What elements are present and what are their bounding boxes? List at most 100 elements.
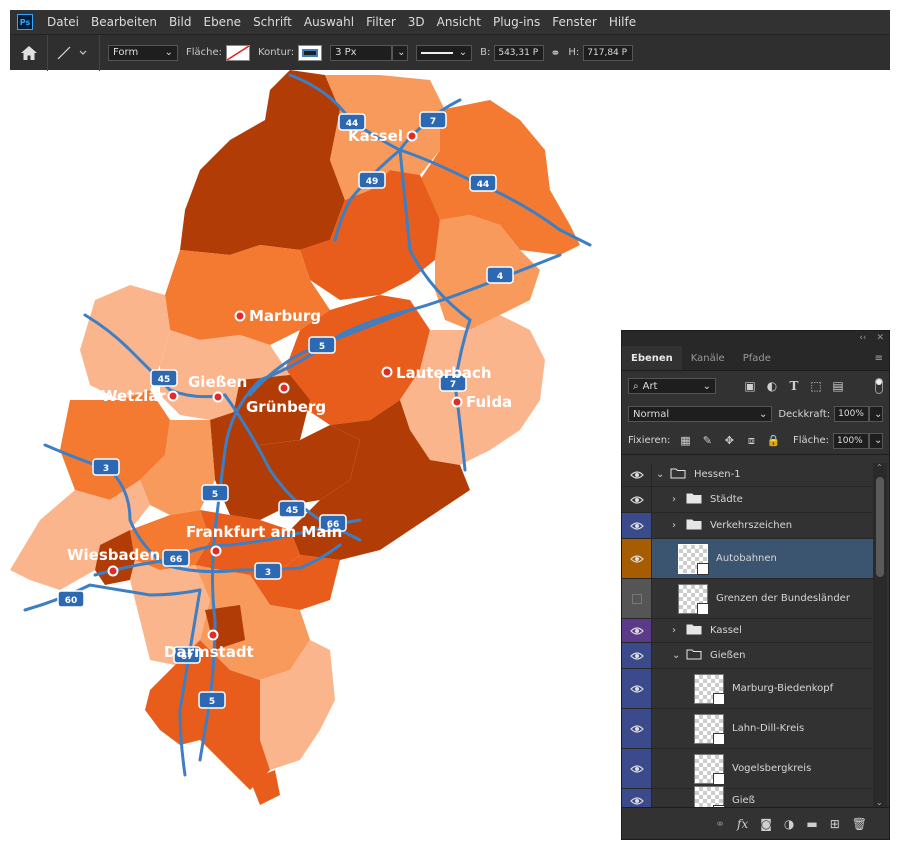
stroke-type-dropdown[interactable]: ⌄: [416, 44, 473, 61]
layer-row[interactable]: Marburg-Biedenkopf: [622, 669, 874, 709]
motorway-a5-south: [198, 528, 217, 762]
tab-pfade[interactable]: Pfade: [742, 352, 771, 364]
chevron-right-icon[interactable]: ›: [672, 520, 676, 531]
layer-thumbnail: [694, 673, 725, 705]
lock-all-icon[interactable]: 🔒: [766, 434, 781, 447]
city-marker: Kassel: [348, 127, 418, 145]
scroll-up-icon[interactable]: ⌃: [876, 463, 883, 472]
pixel-filter-icon[interactable]: ▣: [744, 379, 756, 393]
stroke-width-field[interactable]: 3 Px: [330, 44, 393, 61]
eye-icon[interactable]: [622, 749, 652, 788]
lock-transparent-icon[interactable]: ▦: [680, 434, 691, 447]
eye-icon[interactable]: [622, 539, 652, 578]
delete-layer-icon[interactable]: 🗑: [851, 816, 867, 831]
adjustment-filter-icon[interactable]: ◐: [766, 379, 778, 393]
chevron-down-icon[interactable]: ⌄: [672, 650, 681, 661]
fill-label: Fläche:: [792, 435, 829, 446]
fill-swatch[interactable]: [226, 44, 251, 61]
chevron-right-icon[interactable]: ›: [672, 625, 676, 636]
layer-scrollbar[interactable]: ⌃ ⌄: [873, 463, 887, 807]
motorway-shield: 67: [173, 646, 201, 664]
shape-mode-dropdown[interactable]: Form ⌄: [108, 44, 178, 61]
menu-plugins[interactable]: Plug-ins: [492, 15, 541, 29]
panel-menu-icon[interactable]: ≡: [874, 352, 883, 364]
scroll-down-icon[interactable]: ⌄: [876, 798, 883, 807]
layer-row[interactable]: › Städte: [622, 487, 874, 513]
eye-icon[interactable]: [622, 487, 652, 512]
lock-artboard-icon[interactable]: ⧈: [747, 433, 755, 447]
motorway-shield-number: 44: [477, 180, 490, 190]
menu-fenster[interactable]: Fenster: [552, 15, 597, 29]
menu-ebene[interactable]: Ebene: [203, 15, 242, 29]
layer-row[interactable]: ⌄ Hessen-1: [622, 463, 874, 487]
fill-dropdown[interactable]: ⌄: [869, 432, 883, 449]
filter-toggle[interactable]: [875, 378, 883, 394]
type-filter-icon[interactable]: T: [789, 379, 799, 393]
layer-row[interactable]: Lahn-Dill-Kreis: [622, 709, 874, 749]
visibility-off-icon[interactable]: [622, 579, 652, 618]
stroke-swatch[interactable]: [298, 44, 323, 61]
shape-mode-value: Form: [113, 47, 139, 58]
layer-row[interactable]: › Verkehrszeichen: [622, 513, 874, 539]
eye-icon[interactable]: [622, 709, 652, 748]
opacity-dropdown[interactable]: ⌄: [869, 406, 883, 422]
blend-mode-dropdown[interactable]: Normal ⌄: [628, 406, 773, 422]
layer-row[interactable]: › Kassel: [622, 619, 874, 643]
eye-icon[interactable]: [622, 789, 652, 807]
motorway-a49: [333, 148, 402, 242]
menu-3d[interactable]: 3D: [407, 15, 425, 29]
link-icon[interactable]: ⚭: [550, 45, 561, 60]
menu-bild[interactable]: Bild: [168, 15, 192, 29]
eye-icon[interactable]: [622, 669, 652, 708]
line-tool-preset-picker[interactable]: [48, 34, 100, 71]
menu-auswahl[interactable]: Auswahl: [303, 15, 355, 29]
menu-ansicht[interactable]: Ansicht: [436, 15, 481, 29]
chevron-right-icon[interactable]: ›: [672, 494, 676, 505]
layer-row[interactable]: Gieß: [622, 785, 874, 807]
scroll-thumb[interactable]: [876, 477, 884, 577]
chevron-down-icon[interactable]: ⌄: [656, 469, 665, 480]
city-dot: [207, 629, 219, 641]
menu-datei[interactable]: Datei: [47, 15, 80, 29]
link-layers-icon[interactable]: ⚭: [714, 816, 725, 831]
lock-paint-icon[interactable]: ✎: [702, 434, 713, 447]
add-mask-icon[interactable]: ◙: [760, 816, 772, 831]
fx-icon[interactable]: fx: [737, 816, 749, 831]
menu-schrift[interactable]: Schrift: [253, 15, 292, 29]
line-tool-icon: [57, 46, 86, 59]
height-field[interactable]: 717,84 P: [583, 44, 634, 61]
stroke-width-dropdown[interactable]: ⌄: [392, 44, 409, 61]
home-button[interactable]: [10, 34, 48, 71]
eye-icon[interactable]: [622, 513, 652, 538]
lock-position-icon[interactable]: ✥: [724, 434, 735, 447]
layer-row[interactable]: ⌄ Gießen: [622, 643, 874, 669]
photoshop-logo-icon[interactable]: Ps: [17, 14, 33, 30]
menu-hilfe[interactable]: Hilfe: [608, 15, 637, 29]
tab-kanaele[interactable]: Kanäle: [690, 352, 725, 364]
fill-field[interactable]: 100%: [833, 432, 869, 449]
new-layer-icon[interactable]: ⊞: [829, 816, 840, 831]
layer-row[interactable]: Grenzen der Bundesländer: [622, 579, 874, 619]
opacity-field[interactable]: 100%: [834, 406, 869, 422]
eye-icon[interactable]: [622, 619, 652, 642]
layer-row[interactable]: Autobahnen: [622, 539, 874, 579]
city-dot: [167, 390, 179, 402]
filter-kind-dropdown[interactable]: ⌕ Art ⌄: [628, 378, 716, 394]
layer-name: Kassel: [710, 625, 742, 636]
width-field[interactable]: 543,31 P: [494, 44, 545, 61]
tab-ebenen[interactable]: Ebenen: [622, 346, 682, 370]
layer-thumbnail: [694, 713, 725, 745]
motorway-shield: 7: [439, 374, 467, 392]
collapse-icon[interactable]: ‹‹: [859, 333, 867, 343]
stroke-type-preview: [421, 51, 454, 54]
eye-icon[interactable]: [622, 463, 652, 486]
layer-row[interactable]: Vogelsbergkreis: [622, 749, 874, 789]
shape-filter-icon[interactable]: ⬚: [810, 379, 822, 393]
smart-object-filter-icon[interactable]: ▤: [832, 379, 844, 393]
menu-bearbeiten[interactable]: Bearbeiten: [91, 15, 157, 29]
close-icon[interactable]: ✕: [876, 333, 884, 343]
menu-filter[interactable]: Filter: [366, 15, 396, 29]
new-group-icon[interactable]: ▬: [806, 816, 818, 831]
eye-icon[interactable]: [622, 643, 652, 668]
adjustment-layer-icon[interactable]: ◑: [783, 816, 795, 831]
